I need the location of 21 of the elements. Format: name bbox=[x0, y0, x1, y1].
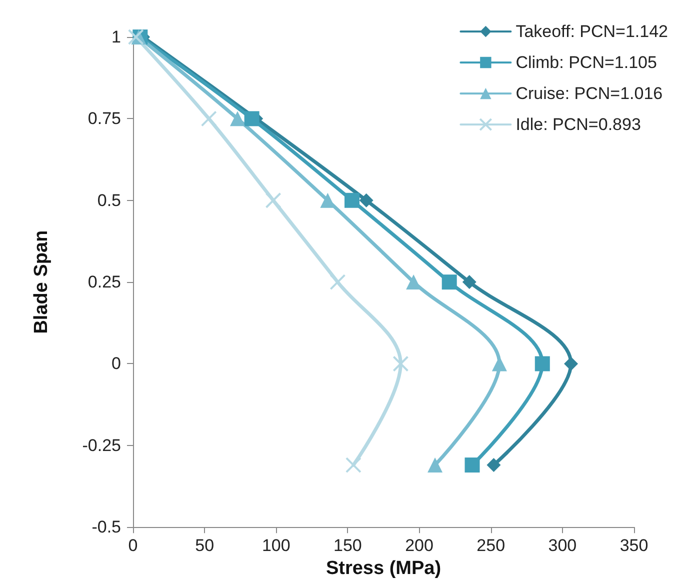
x-axis-title: Stress (MPa) bbox=[326, 558, 442, 579]
y-tick-label: -0.5 bbox=[92, 518, 121, 537]
legend-label: Idle: PCN=0.893 bbox=[516, 115, 641, 134]
legend-label: Climb: PCN=1.105 bbox=[516, 53, 657, 72]
y-tick-label: -0.25 bbox=[82, 436, 121, 455]
y-axis-title: Blade Span bbox=[31, 230, 52, 334]
y-tick-label: 0.75 bbox=[88, 109, 121, 128]
x-tick-label: 0 bbox=[128, 536, 138, 556]
x-tick-label: 50 bbox=[195, 536, 214, 556]
y-tick-label: 1 bbox=[112, 28, 121, 46]
legend-label: Takeoff: PCN=1.142 bbox=[516, 22, 668, 41]
x-tick-label: 150 bbox=[334, 536, 362, 556]
x-tick-label: 200 bbox=[405, 536, 434, 556]
legend-label: Cruise: PCN=1.016 bbox=[516, 84, 663, 103]
x-tick-label: 350 bbox=[620, 536, 648, 556]
y-tick-label: 0 bbox=[112, 354, 121, 374]
x-tick-label: 300 bbox=[548, 536, 577, 556]
x-tick-label: 250 bbox=[476, 536, 506, 556]
y-tick-label: 0.5 bbox=[97, 190, 121, 210]
y-tick-label: 0.25 bbox=[88, 272, 121, 292]
x-tick-label: 100 bbox=[262, 536, 290, 556]
